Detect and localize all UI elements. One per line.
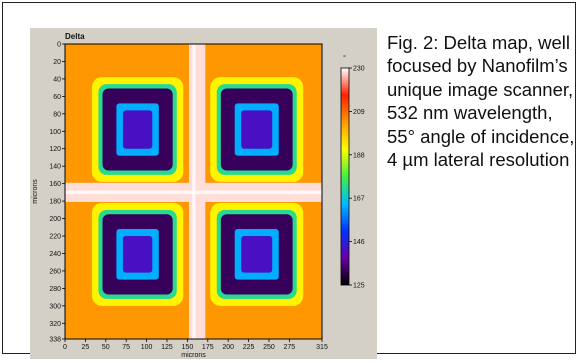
- x-tick-label: 0: [63, 344, 67, 351]
- chart-title: Delta: [65, 32, 85, 41]
- y-tick-label: 300: [49, 303, 61, 310]
- cross-horizontal-core: [65, 190, 322, 195]
- x-tick-label: 50: [102, 344, 110, 351]
- colorbar-unit: °: [343, 54, 346, 62]
- quadrant-top-right-center: [241, 110, 273, 149]
- y-tick-label: 220: [49, 234, 61, 241]
- figure-frame: Delta 0 25 50 75 100 125 150 175 200 225 250 275 315 m…: [2, 2, 576, 359]
- colorbar-tick-label: 188: [353, 152, 365, 159]
- x-tick-label: 75: [122, 344, 130, 351]
- y-tick-label: 320: [49, 321, 61, 328]
- colorbar-tick-label: 209: [353, 109, 365, 116]
- colorbar-tick-label: 230: [353, 66, 365, 73]
- y-tick-label: 100: [49, 129, 61, 136]
- y-tick-label: 180: [49, 199, 61, 206]
- plot-border: [64, 43, 323, 340]
- colorbar-tick-label: 146: [353, 239, 365, 246]
- quadrant-bottom-right-center: [241, 236, 273, 273]
- y-tick-label: 40: [53, 76, 61, 83]
- x-tick-label: 275: [284, 344, 296, 351]
- y-tick-label: 60: [53, 94, 61, 101]
- y-tick-label: 0: [57, 42, 61, 49]
- y-tick-label: 80: [53, 111, 61, 118]
- x-tick-label: 25: [81, 344, 89, 351]
- delta-map-panel: Delta 0 25 50 75 100 125 150 175 200 225 250 275 315 m…: [30, 28, 377, 359]
- y-tick-label: 260: [49, 268, 61, 275]
- x-tick-label: 150: [182, 344, 194, 351]
- colorbar-tick-label: 167: [353, 196, 365, 203]
- y-tick-label: 338: [49, 337, 61, 344]
- colorbar: [340, 67, 350, 286]
- y-tick-label: 200: [49, 216, 61, 223]
- x-tick-label: 100: [141, 344, 153, 351]
- x-tick-label: 175: [202, 344, 214, 351]
- x-axis-label: microns: [181, 352, 206, 359]
- y-tick-label: 120: [49, 146, 61, 153]
- x-tick-label: 250: [263, 344, 275, 351]
- quadrant-top-left-center: [122, 110, 153, 149]
- colorbar-tick-label: 125: [353, 283, 365, 290]
- y-tick-label: 20: [53, 59, 61, 66]
- y-tick-label: 240: [49, 251, 61, 258]
- quadrant-bottom-left-center: [122, 236, 153, 273]
- y-tick-label: 280: [49, 286, 61, 293]
- x-tick-label: 200: [222, 344, 234, 351]
- figure-caption: Fig. 2: Delta map, well focused by Nanof…: [387, 32, 575, 171]
- x-tick-label: 125: [161, 344, 173, 351]
- y-tick-label: 140: [49, 164, 61, 171]
- x-tick-label: 315: [316, 344, 328, 351]
- y-axis-label: microns: [32, 179, 39, 204]
- x-tick-label: 225: [243, 344, 255, 351]
- y-tick-label: 160: [49, 181, 61, 188]
